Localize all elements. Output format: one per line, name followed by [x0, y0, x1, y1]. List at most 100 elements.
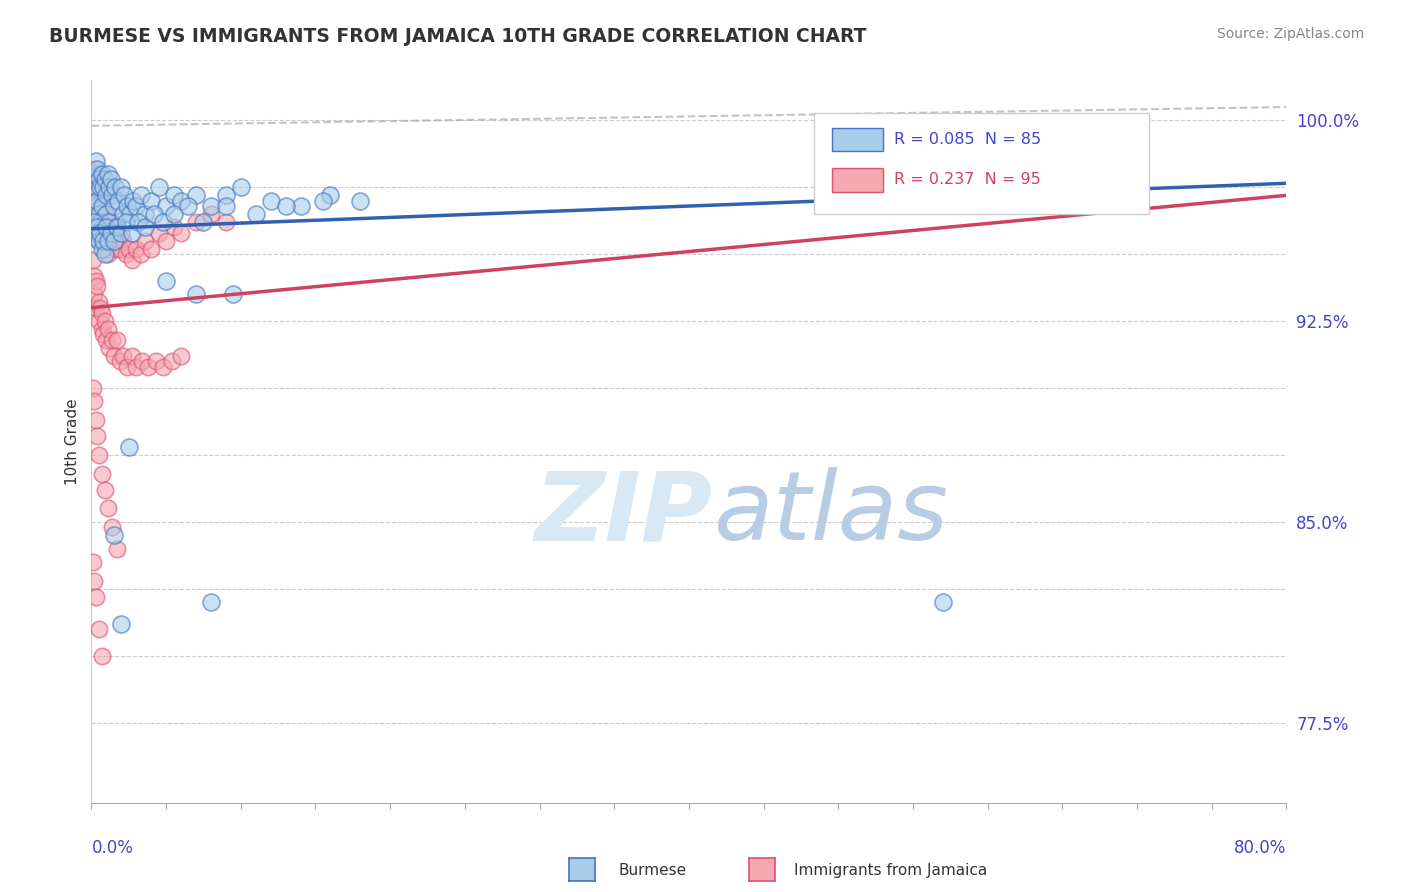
Point: [84, 167, 107, 181]
Point: [118, 242, 141, 256]
Point: [111, 234, 134, 248]
Point: [94, 314, 117, 328]
Point: [111, 207, 134, 221]
Point: [93, 327, 115, 342]
Point: [97, 322, 120, 336]
Text: Source: ZipAtlas.com: Source: ZipAtlas.com: [1216, 27, 1364, 41]
Point: [103, 199, 125, 213]
Point: [86, 194, 108, 208]
Point: [932, 595, 955, 609]
Point: [90, 648, 112, 663]
Point: [93, 234, 115, 248]
Point: [82, 167, 104, 181]
Point: [86, 226, 108, 240]
Point: [101, 215, 124, 229]
Point: [87, 207, 110, 221]
Point: [90, 199, 112, 213]
Point: [125, 359, 148, 374]
Point: [152, 359, 174, 374]
Point: [319, 188, 342, 202]
Point: [121, 226, 143, 240]
Point: [101, 520, 124, 534]
Point: [84, 301, 107, 315]
Point: [200, 207, 222, 221]
Point: [110, 180, 132, 194]
Point: [143, 207, 166, 221]
Point: [96, 242, 118, 256]
Point: [90, 242, 112, 256]
Point: [90, 220, 112, 235]
Point: [82, 381, 104, 395]
Y-axis label: 10th Grade: 10th Grade: [65, 398, 80, 485]
Point: [97, 220, 120, 235]
Point: [89, 301, 111, 315]
Point: [97, 167, 120, 181]
Point: [96, 220, 118, 235]
Point: [290, 199, 312, 213]
Point: [100, 172, 122, 186]
Point: [97, 501, 120, 516]
Point: [86, 279, 108, 293]
Point: [84, 226, 107, 240]
Point: [82, 215, 104, 229]
Point: [94, 247, 117, 261]
Point: [83, 287, 105, 301]
Point: [105, 220, 128, 235]
Point: [134, 234, 156, 248]
Text: Immigrants from Jamaica: Immigrants from Jamaica: [794, 863, 987, 878]
Point: [110, 616, 132, 631]
FancyBboxPatch shape: [832, 128, 883, 151]
Point: [94, 234, 117, 248]
Point: [215, 215, 238, 229]
Point: [177, 199, 200, 213]
Point: [87, 234, 110, 248]
Point: [141, 194, 163, 208]
Point: [111, 349, 134, 363]
Point: [105, 242, 128, 256]
Point: [94, 207, 117, 221]
Point: [162, 188, 184, 202]
Point: [136, 359, 159, 374]
Point: [101, 188, 124, 202]
Point: [84, 153, 107, 168]
Point: [83, 268, 105, 283]
Point: [200, 595, 222, 609]
Point: [94, 483, 117, 497]
Point: [83, 161, 105, 176]
Point: [83, 215, 105, 229]
Point: [115, 199, 138, 213]
Point: [93, 220, 115, 235]
Point: [141, 242, 163, 256]
Point: [89, 215, 111, 229]
Point: [274, 199, 297, 213]
Point: [86, 161, 108, 176]
Point: [97, 247, 120, 261]
Point: [98, 226, 121, 240]
Point: [87, 622, 110, 636]
Point: [112, 188, 135, 202]
Point: [170, 226, 193, 240]
Point: [134, 220, 156, 235]
Point: [87, 234, 110, 248]
Point: [87, 172, 110, 186]
Point: [84, 590, 107, 604]
Point: [162, 220, 184, 235]
Point: [96, 333, 118, 347]
Point: [97, 234, 120, 248]
Point: [82, 172, 104, 186]
Point: [89, 226, 111, 240]
Point: [170, 349, 193, 363]
Point: [83, 199, 105, 213]
Point: [105, 220, 128, 235]
Point: [87, 180, 110, 194]
Point: [98, 180, 121, 194]
Point: [129, 247, 152, 261]
FancyBboxPatch shape: [814, 112, 1149, 214]
Point: [245, 207, 267, 221]
Point: [96, 207, 118, 221]
Point: [90, 167, 112, 181]
Point: [82, 555, 104, 569]
Point: [101, 333, 124, 347]
Point: [184, 215, 207, 229]
Point: [104, 180, 127, 194]
